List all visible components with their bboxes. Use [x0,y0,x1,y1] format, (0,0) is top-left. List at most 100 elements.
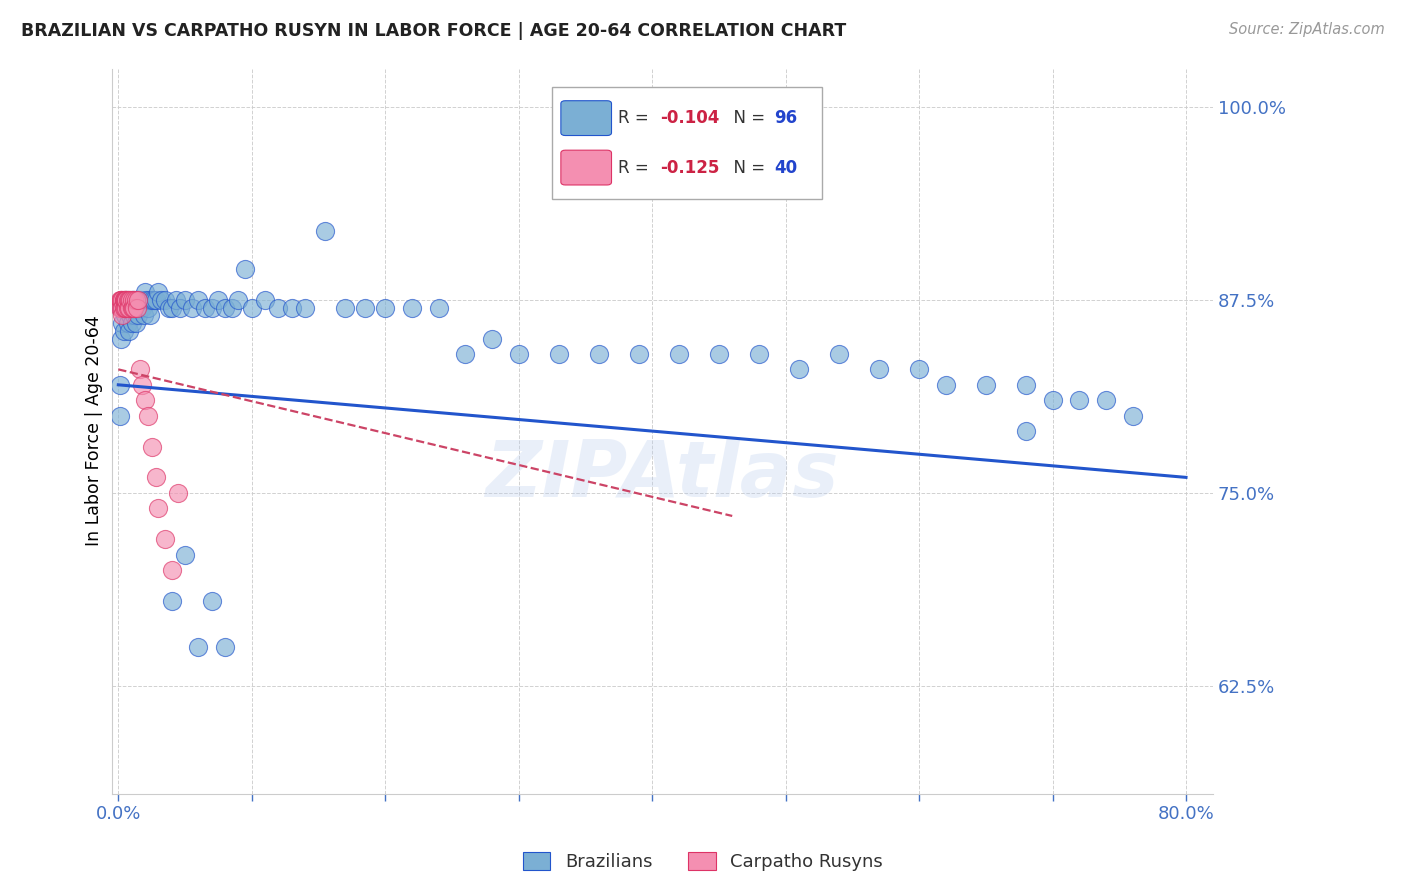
Text: Source: ZipAtlas.com: Source: ZipAtlas.com [1229,22,1385,37]
Point [124,301,146,315]
Point [139,309,162,323]
Point [125,301,148,315]
Text: R =: R = [619,159,654,177]
Point [401,301,423,315]
Point [115,293,138,307]
Point [160,563,183,577]
Point [114,293,136,307]
Point [1095,393,1118,408]
Point [160,301,183,315]
Point [131,301,153,315]
Point [374,301,396,315]
Point [454,347,477,361]
Text: BRAZILIAN VS CARPATHO RUSYN IN LABOR FORCE | AGE 20-64 CORRELATION CHART: BRAZILIAN VS CARPATHO RUSYN IN LABOR FOR… [21,22,846,40]
Point [131,377,153,392]
Point [124,301,146,315]
FancyBboxPatch shape [553,87,823,199]
Point [127,293,149,307]
Point [111,316,134,330]
Point [294,301,316,315]
Point [668,347,690,361]
Point [1069,393,1091,408]
Point [112,293,135,307]
Point [187,640,209,654]
Point [132,309,155,323]
Point [627,347,650,361]
Point [124,293,146,307]
Point [120,293,142,307]
Point [127,293,149,307]
Point [125,301,148,315]
Point [254,293,277,307]
Point [134,393,156,408]
Point [117,293,139,307]
Text: -0.104: -0.104 [659,109,720,128]
Point [120,309,142,323]
Point [1042,393,1064,408]
Point [118,293,141,307]
Point [935,377,957,392]
Point [118,301,141,315]
Point [129,293,152,307]
Point [115,293,138,307]
Point [124,293,146,307]
Point [165,293,187,307]
Point [281,301,304,315]
FancyBboxPatch shape [561,101,612,136]
Text: 96: 96 [775,109,797,128]
Point [169,301,191,315]
Point [1015,424,1038,438]
Point [167,485,190,500]
Point [110,301,132,315]
Point [868,362,890,376]
Point [481,332,503,346]
Point [194,301,217,315]
Point [124,309,146,323]
Point [108,409,131,423]
Point [114,309,136,323]
Point [110,293,132,307]
Text: -0.125: -0.125 [659,159,720,177]
Point [108,377,131,392]
Point [153,532,176,546]
Point [117,316,139,330]
Point [588,347,610,361]
Point [787,362,810,376]
Point [314,223,336,237]
Point [143,293,166,307]
Point [110,301,132,315]
Point [112,301,135,315]
Point [125,293,148,307]
Point [110,293,132,307]
Point [128,301,150,315]
Point [180,301,202,315]
Point [121,293,143,307]
Point [145,293,167,307]
Point [135,293,157,307]
Point [150,293,173,307]
Text: ZIPAtlas: ZIPAtlas [485,436,839,513]
Point [908,362,931,376]
Point [118,301,141,315]
Point [117,301,139,315]
Point [136,301,159,315]
Point [141,440,163,454]
Point [115,293,138,307]
Point [108,301,131,315]
Point [174,548,197,562]
Point [115,301,138,315]
Point [207,293,229,307]
Point [201,594,224,608]
Point [157,301,180,315]
Point [112,301,135,315]
Point [114,301,136,315]
Point [114,293,136,307]
Point [547,347,569,361]
Point [136,409,159,423]
Point [160,594,183,608]
Point [233,262,256,277]
Point [111,309,134,323]
Point [228,293,250,307]
Point [122,301,145,315]
Point [138,293,160,307]
